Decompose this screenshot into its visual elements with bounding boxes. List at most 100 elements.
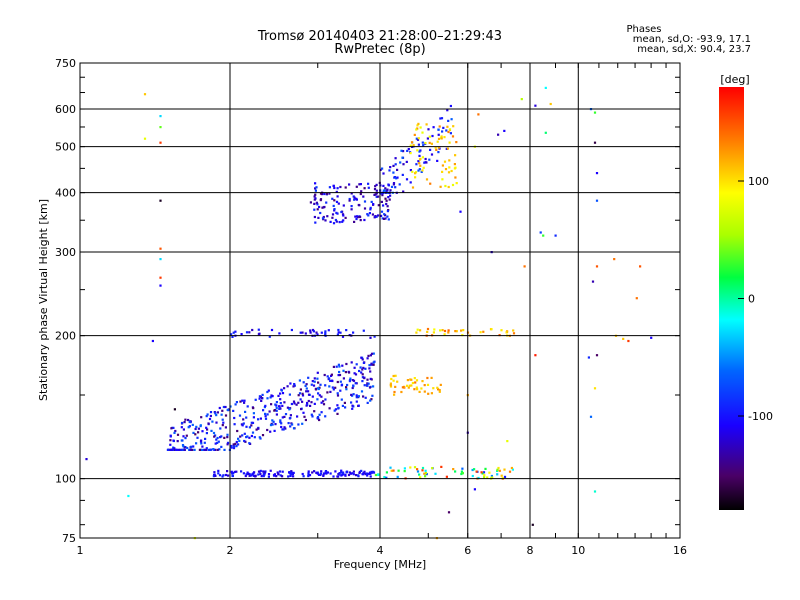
data-point bbox=[337, 331, 340, 334]
data-point bbox=[341, 364, 344, 367]
data-point bbox=[237, 443, 240, 446]
data-point bbox=[340, 471, 343, 474]
data-point bbox=[362, 329, 365, 332]
data-point bbox=[277, 472, 280, 476]
data-point bbox=[345, 388, 348, 391]
data-point bbox=[420, 387, 423, 390]
data-point bbox=[340, 210, 343, 214]
data-point bbox=[419, 157, 422, 160]
data-point bbox=[255, 428, 258, 431]
data-point bbox=[409, 152, 412, 155]
data-point bbox=[273, 474, 276, 477]
data-point bbox=[447, 331, 450, 334]
data-point bbox=[450, 169, 453, 173]
data-point bbox=[436, 159, 439, 162]
data-point bbox=[482, 330, 485, 333]
data-point bbox=[355, 474, 358, 477]
data-point bbox=[248, 426, 251, 429]
data-point bbox=[453, 163, 456, 166]
data-point bbox=[396, 168, 399, 171]
data-point bbox=[370, 200, 373, 203]
data-point bbox=[334, 218, 337, 222]
data-point bbox=[159, 115, 162, 118]
data-point bbox=[322, 215, 325, 219]
data-point bbox=[389, 194, 392, 197]
data-point bbox=[419, 126, 422, 129]
data-point bbox=[387, 184, 390, 187]
data-point bbox=[351, 386, 354, 390]
data-point bbox=[348, 334, 351, 337]
data-point bbox=[475, 470, 478, 473]
data-point bbox=[370, 470, 373, 473]
data-point bbox=[497, 133, 500, 136]
data-point bbox=[377, 214, 380, 217]
data-point bbox=[441, 170, 444, 173]
data-point bbox=[251, 421, 255, 424]
data-point bbox=[224, 405, 227, 409]
data-point bbox=[307, 475, 310, 478]
data-point bbox=[488, 471, 491, 474]
data-point bbox=[450, 118, 453, 121]
data-point bbox=[506, 440, 509, 443]
data-point bbox=[212, 431, 216, 435]
data-point bbox=[436, 140, 439, 143]
data-point bbox=[415, 163, 418, 166]
data-point bbox=[388, 169, 391, 172]
data-point bbox=[226, 443, 229, 446]
data-point bbox=[188, 420, 191, 423]
data-point bbox=[414, 172, 417, 175]
data-point bbox=[355, 363, 358, 366]
data-point bbox=[321, 206, 324, 209]
data-point bbox=[260, 399, 263, 402]
data-point bbox=[235, 401, 238, 404]
data-point bbox=[220, 445, 223, 448]
data-point bbox=[284, 413, 288, 416]
data-point bbox=[241, 424, 244, 427]
data-point bbox=[242, 418, 245, 421]
data-point bbox=[486, 476, 489, 479]
data-point bbox=[295, 403, 298, 406]
data-point bbox=[359, 219, 362, 222]
data-point bbox=[417, 160, 420, 163]
data-point bbox=[216, 441, 219, 444]
data-point bbox=[448, 141, 451, 144]
data-point bbox=[172, 439, 175, 442]
data-point bbox=[399, 161, 402, 164]
data-point bbox=[315, 186, 318, 189]
data-point bbox=[416, 149, 419, 152]
data-point bbox=[360, 390, 364, 393]
data-point bbox=[233, 470, 236, 473]
data-point bbox=[447, 130, 450, 134]
data-point bbox=[385, 471, 388, 474]
data-point bbox=[375, 192, 378, 195]
data-point bbox=[355, 198, 358, 201]
data-point bbox=[259, 472, 262, 475]
data-point bbox=[331, 197, 334, 200]
data-point bbox=[593, 490, 597, 493]
data-point bbox=[266, 428, 269, 432]
data-point bbox=[311, 328, 315, 332]
data-point bbox=[416, 328, 419, 331]
data-point bbox=[322, 472, 325, 475]
data-point bbox=[301, 400, 304, 403]
data-point bbox=[185, 434, 188, 437]
data-point bbox=[388, 198, 391, 201]
data-point bbox=[377, 473, 380, 476]
data-point bbox=[353, 372, 356, 375]
data-point bbox=[460, 470, 463, 473]
data-point bbox=[217, 472, 220, 475]
data-point bbox=[416, 468, 419, 471]
data-point bbox=[394, 163, 397, 166]
data-point bbox=[324, 398, 327, 401]
data-point bbox=[306, 401, 309, 405]
data-point bbox=[363, 187, 366, 190]
data-point bbox=[159, 141, 162, 144]
data-point bbox=[237, 437, 240, 440]
data-point bbox=[382, 172, 385, 175]
data-point bbox=[309, 329, 312, 332]
data-point bbox=[309, 201, 312, 204]
data-point bbox=[409, 144, 412, 147]
data-point bbox=[367, 382, 370, 385]
data-point bbox=[243, 439, 246, 443]
data-point bbox=[324, 330, 327, 333]
